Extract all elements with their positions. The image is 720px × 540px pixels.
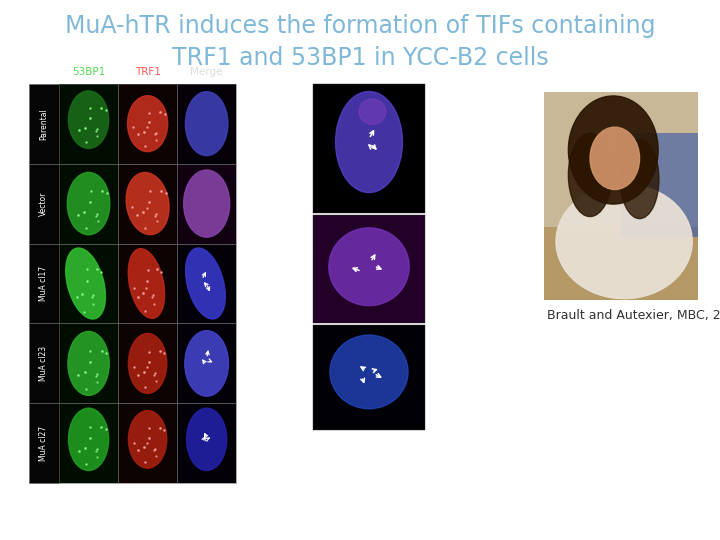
Text: MuA cl23: MuA cl23 xyxy=(40,346,48,381)
Bar xyxy=(118,244,177,323)
Bar xyxy=(177,84,236,164)
Bar xyxy=(544,92,698,300)
Bar xyxy=(177,323,236,403)
Ellipse shape xyxy=(568,133,612,217)
Bar xyxy=(118,323,177,403)
Bar xyxy=(59,323,118,403)
Text: Merge: Merge xyxy=(190,67,223,77)
Ellipse shape xyxy=(66,248,105,319)
Bar xyxy=(313,84,425,213)
Text: MuA cl27: MuA cl27 xyxy=(40,426,48,461)
Ellipse shape xyxy=(185,330,228,396)
Bar xyxy=(621,133,698,238)
Bar xyxy=(177,244,236,323)
Ellipse shape xyxy=(336,91,402,193)
Ellipse shape xyxy=(184,170,230,237)
Bar xyxy=(118,323,177,403)
Bar xyxy=(118,403,177,483)
Text: TRF1: TRF1 xyxy=(135,67,161,77)
Bar xyxy=(118,164,177,244)
Bar xyxy=(118,244,177,323)
Ellipse shape xyxy=(68,91,109,148)
Bar xyxy=(59,244,118,323)
Bar xyxy=(118,84,177,164)
Bar xyxy=(59,84,118,164)
Ellipse shape xyxy=(68,332,109,395)
Bar xyxy=(29,403,59,483)
Ellipse shape xyxy=(330,335,408,409)
Bar xyxy=(118,164,177,244)
Bar xyxy=(118,403,177,483)
Text: MuA cl17: MuA cl17 xyxy=(40,266,48,301)
Bar xyxy=(59,84,118,164)
Bar xyxy=(59,244,118,323)
Bar xyxy=(177,403,236,483)
Bar xyxy=(59,164,118,244)
Bar xyxy=(177,323,236,403)
Ellipse shape xyxy=(590,127,639,190)
Bar xyxy=(29,244,59,323)
Ellipse shape xyxy=(67,172,110,235)
Bar xyxy=(29,84,59,164)
Bar xyxy=(313,215,425,323)
Ellipse shape xyxy=(359,99,386,124)
Ellipse shape xyxy=(128,333,167,393)
Bar xyxy=(59,164,118,244)
Bar xyxy=(313,325,425,430)
Bar xyxy=(313,84,425,213)
Text: Vector: Vector xyxy=(40,191,48,216)
Ellipse shape xyxy=(186,408,227,470)
Bar xyxy=(313,325,425,430)
Ellipse shape xyxy=(128,248,165,319)
Ellipse shape xyxy=(186,248,225,319)
Bar xyxy=(29,164,59,244)
Ellipse shape xyxy=(329,228,409,306)
Bar xyxy=(59,323,118,403)
Ellipse shape xyxy=(620,140,659,219)
Bar xyxy=(59,403,118,483)
Ellipse shape xyxy=(128,410,167,468)
Bar xyxy=(544,227,698,300)
Bar xyxy=(177,244,236,323)
Text: Brault and Autexier, MBC, 2011: Brault and Autexier, MBC, 2011 xyxy=(547,309,720,322)
Bar xyxy=(177,403,236,483)
Ellipse shape xyxy=(126,172,169,235)
Bar xyxy=(177,84,236,164)
Bar xyxy=(177,164,236,244)
Bar xyxy=(29,323,59,403)
Bar xyxy=(177,164,236,244)
Ellipse shape xyxy=(185,92,228,156)
Ellipse shape xyxy=(68,408,109,470)
Ellipse shape xyxy=(556,184,692,299)
Bar xyxy=(59,403,118,483)
Text: TRF1 and 53BP1 in YCC-B2 cells: TRF1 and 53BP1 in YCC-B2 cells xyxy=(171,46,549,70)
Text: 53BP1: 53BP1 xyxy=(72,67,105,77)
Bar xyxy=(118,84,177,164)
Ellipse shape xyxy=(127,96,168,152)
Ellipse shape xyxy=(568,96,658,204)
Text: MuA-hTR induces the formation of TIFs containing: MuA-hTR induces the formation of TIFs co… xyxy=(65,14,655,37)
Bar xyxy=(313,215,425,323)
Text: Parental: Parental xyxy=(40,108,48,139)
